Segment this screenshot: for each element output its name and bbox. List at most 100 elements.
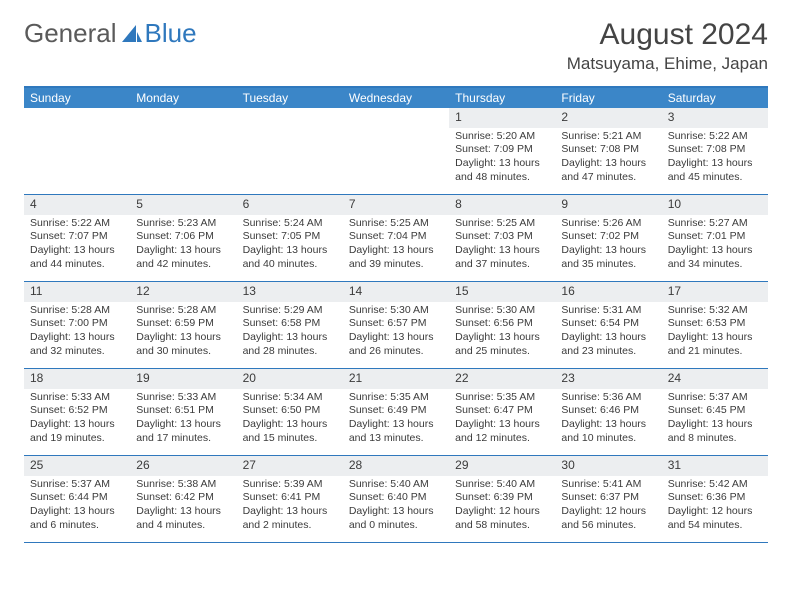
sunrise-text: Sunrise: 5:39 AM bbox=[243, 478, 337, 492]
day-body: Sunrise: 5:30 AMSunset: 6:56 PMDaylight:… bbox=[449, 302, 555, 363]
sunset-text: Sunset: 7:02 PM bbox=[561, 230, 655, 244]
sunrise-text: Sunrise: 5:25 AM bbox=[349, 217, 443, 231]
day-body: Sunrise: 5:23 AMSunset: 7:06 PMDaylight:… bbox=[130, 215, 236, 276]
day-cell: 17Sunrise: 5:32 AMSunset: 6:53 PMDayligh… bbox=[662, 282, 768, 368]
day-number: 22 bbox=[449, 369, 555, 389]
day-cell: 29Sunrise: 5:40 AMSunset: 6:39 PMDayligh… bbox=[449, 456, 555, 542]
daylight-text: Daylight: 13 hours and 21 minutes. bbox=[668, 331, 762, 358]
dow-sat: Saturday bbox=[662, 88, 768, 108]
day-body: Sunrise: 5:35 AMSunset: 6:49 PMDaylight:… bbox=[343, 389, 449, 450]
day-cell bbox=[130, 108, 236, 194]
day-body: Sunrise: 5:37 AMSunset: 6:44 PMDaylight:… bbox=[24, 476, 130, 537]
sunset-text: Sunset: 6:45 PM bbox=[668, 404, 762, 418]
sunset-text: Sunset: 6:41 PM bbox=[243, 491, 337, 505]
title-block: August 2024 Matsuyama, Ehime, Japan bbox=[567, 18, 768, 74]
day-cell bbox=[237, 108, 343, 194]
sunrise-text: Sunrise: 5:28 AM bbox=[30, 304, 124, 318]
day-body: Sunrise: 5:22 AMSunset: 7:07 PMDaylight:… bbox=[24, 215, 130, 276]
day-cell: 7 Sunrise: 5:25 AMSunset: 7:04 PMDaylight… bbox=[343, 195, 449, 281]
day-number: 23 bbox=[555, 369, 661, 389]
dow-tue: Tuesday bbox=[237, 88, 343, 108]
daylight-text: Daylight: 13 hours and 30 minutes. bbox=[136, 331, 230, 358]
sunrise-text: Sunrise: 5:37 AM bbox=[30, 478, 124, 492]
daylight-text: Daylight: 12 hours and 58 minutes. bbox=[455, 505, 549, 532]
sunrise-text: Sunrise: 5:23 AM bbox=[136, 217, 230, 231]
daylight-text: Daylight: 13 hours and 48 minutes. bbox=[455, 157, 549, 184]
daylight-text: Daylight: 13 hours and 39 minutes. bbox=[349, 244, 443, 271]
day-cell: 5Sunrise: 5:23 AMSunset: 7:06 PMDaylight… bbox=[130, 195, 236, 281]
daylight-text: Daylight: 13 hours and 42 minutes. bbox=[136, 244, 230, 271]
day-number: 7 bbox=[343, 195, 449, 215]
sunrise-text: Sunrise: 5:34 AM bbox=[243, 391, 337, 405]
daylight-text: Daylight: 13 hours and 25 minutes. bbox=[455, 331, 549, 358]
daylight-text: Daylight: 13 hours and 2 minutes. bbox=[243, 505, 337, 532]
day-cell: 24Sunrise: 5:37 AMSunset: 6:45 PMDayligh… bbox=[662, 369, 768, 455]
daylight-text: Daylight: 13 hours and 0 minutes. bbox=[349, 505, 443, 532]
sunrise-text: Sunrise: 5:38 AM bbox=[136, 478, 230, 492]
day-body: Sunrise: 5:39 AMSunset: 6:41 PMDaylight:… bbox=[237, 476, 343, 537]
day-number: 27 bbox=[237, 456, 343, 476]
day-cell: 15Sunrise: 5:30 AMSunset: 6:56 PMDayligh… bbox=[449, 282, 555, 368]
daylight-text: Daylight: 13 hours and 28 minutes. bbox=[243, 331, 337, 358]
sunset-text: Sunset: 7:03 PM bbox=[455, 230, 549, 244]
sunset-text: Sunset: 6:58 PM bbox=[243, 317, 337, 331]
day-number: 13 bbox=[237, 282, 343, 302]
sunrise-text: Sunrise: 5:35 AM bbox=[349, 391, 443, 405]
daylight-text: Daylight: 13 hours and 45 minutes. bbox=[668, 157, 762, 184]
dow-wed: Wednesday bbox=[343, 88, 449, 108]
day-cell: 9Sunrise: 5:26 AMSunset: 7:02 PMDaylight… bbox=[555, 195, 661, 281]
day-cell: 19Sunrise: 5:33 AMSunset: 6:51 PMDayligh… bbox=[130, 369, 236, 455]
sunrise-text: Sunrise: 5:41 AM bbox=[561, 478, 655, 492]
day-cell: 25Sunrise: 5:37 AMSunset: 6:44 PMDayligh… bbox=[24, 456, 130, 542]
day-number: 24 bbox=[662, 369, 768, 389]
day-body: Sunrise: 5:28 AMSunset: 6:59 PMDaylight:… bbox=[130, 302, 236, 363]
sunrise-text: Sunrise: 5:28 AM bbox=[136, 304, 230, 318]
sunset-text: Sunset: 6:40 PM bbox=[349, 491, 443, 505]
day-body: Sunrise: 5:20 AMSunset: 7:09 PMDaylight:… bbox=[449, 128, 555, 189]
day-number: 6 bbox=[237, 195, 343, 215]
day-cell: 2Sunrise: 5:21 AMSunset: 7:08 PMDaylight… bbox=[555, 108, 661, 194]
daylight-text: Daylight: 13 hours and 6 minutes. bbox=[30, 505, 124, 532]
sunset-text: Sunset: 6:49 PM bbox=[349, 404, 443, 418]
day-number: 11 bbox=[24, 282, 130, 302]
sunrise-text: Sunrise: 5:37 AM bbox=[668, 391, 762, 405]
sunset-text: Sunset: 6:47 PM bbox=[455, 404, 549, 418]
logo: General Blue bbox=[24, 18, 197, 49]
sunrise-text: Sunrise: 5:26 AM bbox=[561, 217, 655, 231]
daylight-text: Daylight: 13 hours and 37 minutes. bbox=[455, 244, 549, 271]
month-title: August 2024 bbox=[567, 18, 768, 52]
sunset-text: Sunset: 7:05 PM bbox=[243, 230, 337, 244]
day-cell: 16Sunrise: 5:31 AMSunset: 6:54 PMDayligh… bbox=[555, 282, 661, 368]
dow-sun: Sunday bbox=[24, 88, 130, 108]
day-body: Sunrise: 5:22 AMSunset: 7:08 PMDaylight:… bbox=[662, 128, 768, 189]
daylight-text: Daylight: 13 hours and 35 minutes. bbox=[561, 244, 655, 271]
day-number: 21 bbox=[343, 369, 449, 389]
dow-fri: Friday bbox=[555, 88, 661, 108]
sunset-text: Sunset: 7:04 PM bbox=[349, 230, 443, 244]
day-body: Sunrise: 5:42 AMSunset: 6:36 PMDaylight:… bbox=[662, 476, 768, 537]
sunrise-text: Sunrise: 5:22 AM bbox=[668, 130, 762, 144]
sunrise-text: Sunrise: 5:25 AM bbox=[455, 217, 549, 231]
day-body: Sunrise: 5:40 AMSunset: 6:39 PMDaylight:… bbox=[449, 476, 555, 537]
day-number: 20 bbox=[237, 369, 343, 389]
daylight-text: Daylight: 13 hours and 15 minutes. bbox=[243, 418, 337, 445]
day-body: Sunrise: 5:32 AMSunset: 6:53 PMDaylight:… bbox=[662, 302, 768, 363]
day-number: 25 bbox=[24, 456, 130, 476]
day-body: Sunrise: 5:25 AMSunset: 7:03 PMDaylight:… bbox=[449, 215, 555, 276]
day-body: Sunrise: 5:38 AMSunset: 6:42 PMDaylight:… bbox=[130, 476, 236, 537]
day-body: Sunrise: 5:33 AMSunset: 6:52 PMDaylight:… bbox=[24, 389, 130, 450]
sunset-text: Sunset: 6:42 PM bbox=[136, 491, 230, 505]
daylight-text: Daylight: 13 hours and 13 minutes. bbox=[349, 418, 443, 445]
week-row: 18Sunrise: 5:33 AMSunset: 6:52 PMDayligh… bbox=[24, 369, 768, 456]
day-body: Sunrise: 5:34 AMSunset: 6:50 PMDaylight:… bbox=[237, 389, 343, 450]
day-number: 2 bbox=[555, 108, 661, 128]
dow-thu: Thursday bbox=[449, 88, 555, 108]
sunrise-text: Sunrise: 5:20 AM bbox=[455, 130, 549, 144]
daylight-text: Daylight: 13 hours and 40 minutes. bbox=[243, 244, 337, 271]
week-row: 25Sunrise: 5:37 AMSunset: 6:44 PMDayligh… bbox=[24, 456, 768, 543]
sunrise-text: Sunrise: 5:40 AM bbox=[349, 478, 443, 492]
day-body: Sunrise: 5:33 AMSunset: 6:51 PMDaylight:… bbox=[130, 389, 236, 450]
day-body: Sunrise: 5:35 AMSunset: 6:47 PMDaylight:… bbox=[449, 389, 555, 450]
logo-text-1: General bbox=[24, 18, 117, 49]
location: Matsuyama, Ehime, Japan bbox=[567, 54, 768, 74]
